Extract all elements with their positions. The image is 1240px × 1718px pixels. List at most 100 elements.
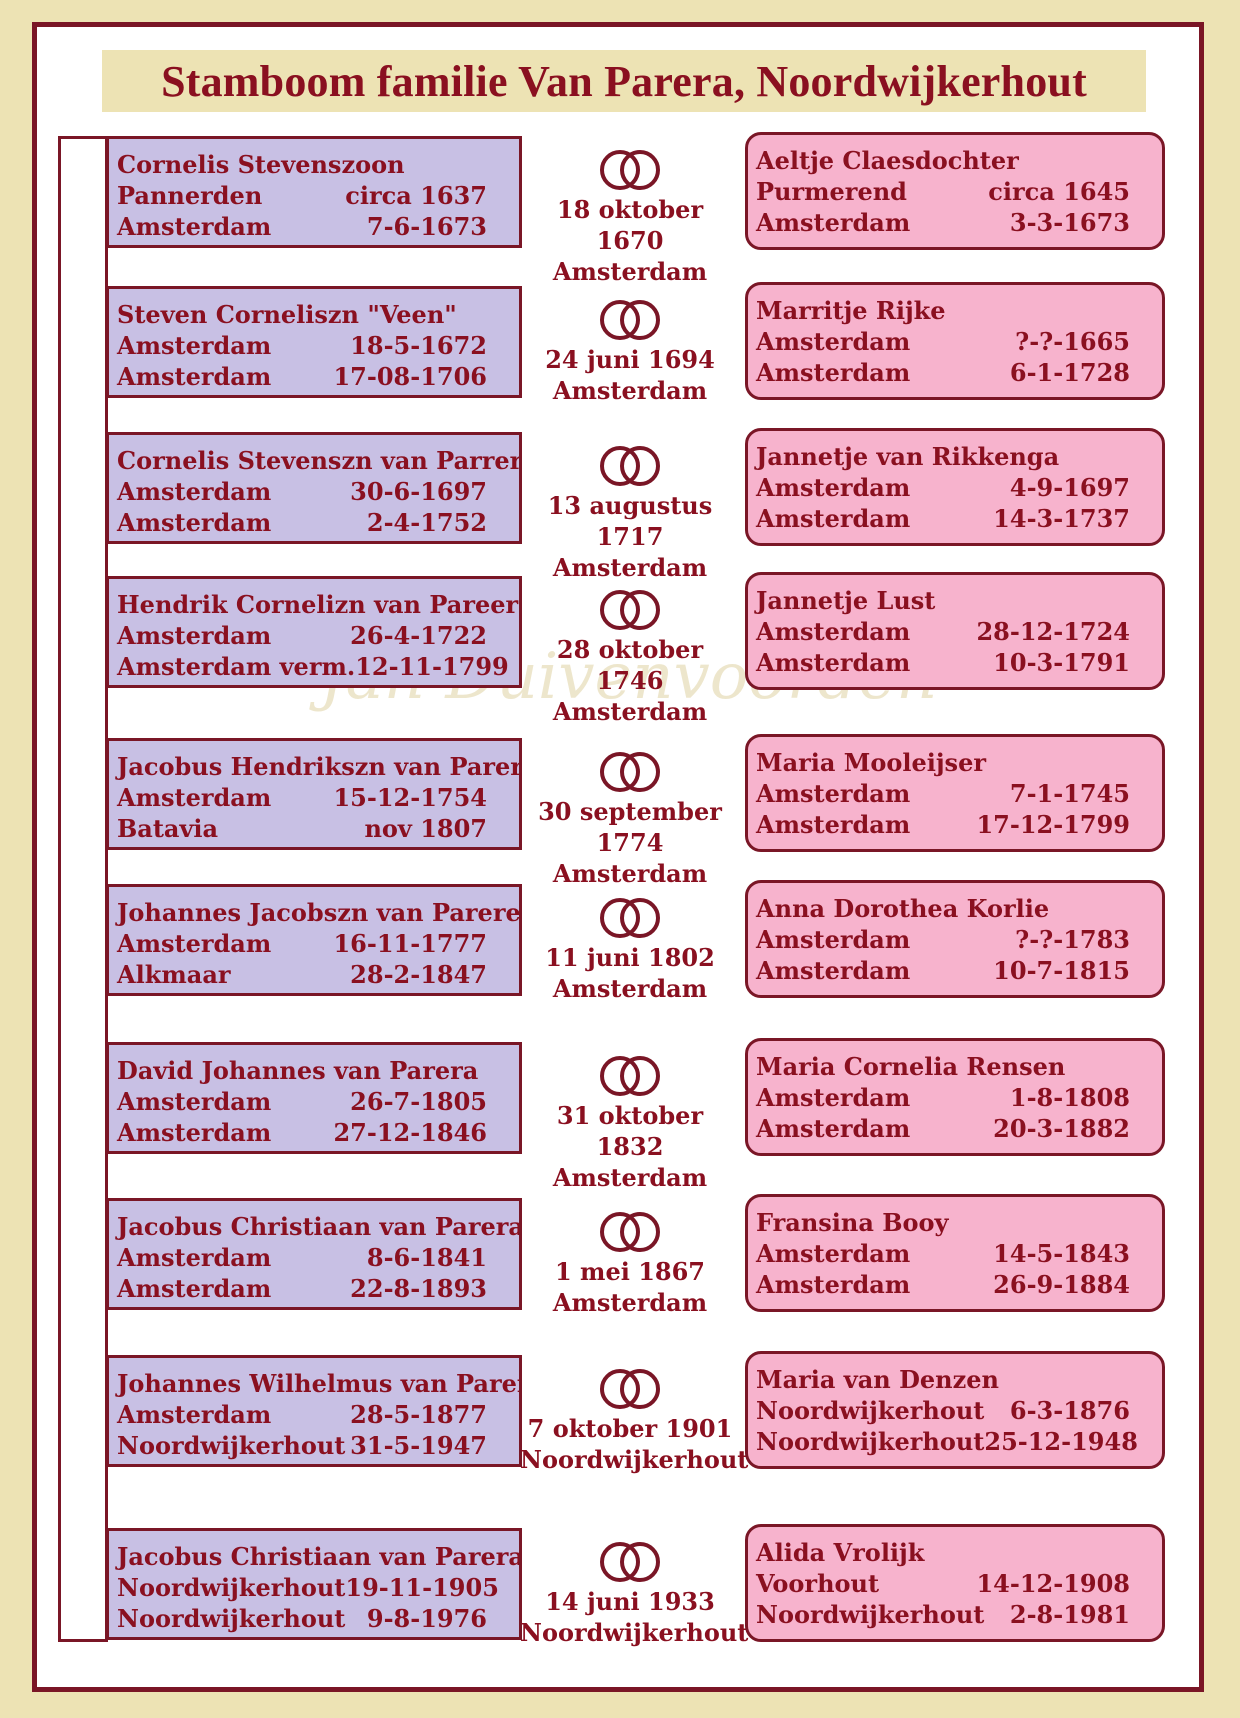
husband-birth-place: Amsterdam [117,1243,272,1272]
husband-card: Jacobus Hendrikszn van Parere Amsterdam 15… [106,738,522,850]
husband-birth-row: Amsterdam 28-5-1877 [117,1399,511,1430]
wife-birth-date: 1-8-1808 [1009,1083,1130,1112]
husband-death-date: 22-8-1893 [350,1274,487,1303]
marriage-date: 13 augustus 1717 [547,491,713,551]
wife-death-date: 25-12-1948 [984,1427,1138,1456]
husband-birth-date: 18-5-1672 [350,331,487,360]
wife-card: Maria van Denzen Noordwijkerhout 6-3-1876 N… [745,1351,1165,1469]
husband-birth-date: 26-7-1805 [350,1087,487,1116]
marriage-place: Amsterdam [552,1288,708,1317]
wife-birth-date: 7-1-1745 [1009,779,1130,808]
wife-birth-row: Amsterdam 1-8-1808 [756,1082,1154,1113]
husband-birth-place: Amsterdam [117,621,272,650]
wife-name: Anna Dorothea Korlie [756,894,1050,923]
husband-card: David Johannes van Parera Amsterdam 26-7-1… [106,1042,522,1154]
husband-death-date: 12-11-1799 [355,652,509,681]
husband-birth-place: Noordwijkerhout [117,1573,346,1602]
husband-card: Hendrik Cornelizn van Pareeren Amsterdam 2… [106,576,522,688]
husband-death-place: Batavia [117,814,219,843]
wife-birth-date: ?-?-1783 [1015,925,1130,954]
wife-card: Aeltje Claesdochter Purmerend circa 1645 Am… [745,132,1165,250]
husband-name: Johannes Wilhelmus van Parera [117,1369,522,1398]
wife-death-place: Amsterdam [756,1270,911,1299]
husband-death-date: nov 1807 [364,814,487,843]
marriage-date: 28 oktober 1746 [556,635,704,695]
marriage-date: 1 mei 1867 [555,1257,705,1286]
husband-death-row: Batavia nov 1807 [117,813,511,844]
husband-death-date: 2-4-1752 [366,508,487,537]
wife-birth-row: Voorhout 14-12-1908 [756,1568,1154,1599]
wife-death-place: Noordwijkerhout [756,1600,985,1629]
wedding-rings-icon [600,1056,660,1096]
marriage-info: 30 september 1774 Amsterdam [520,750,740,889]
marriage-info: 13 augustus 1717 Amsterdam [520,444,740,583]
husband-death-date: 7-6-1673 [366,212,487,241]
wife-death-date: 10-3-1791 [993,648,1130,677]
page-title: Stamboom familie Van Parera, Noordwijker… [161,56,1087,106]
husband-birth-place: Amsterdam [117,1400,272,1429]
wife-card: Anna Dorothea Korlie Amsterdam ?-?-1783 Ams… [745,880,1165,998]
wife-death-date: 20-3-1882 [993,1114,1130,1143]
marriage-date: 14 juni 1933 [545,1587,715,1616]
wife-death-row: Amsterdam 3-3-1673 [756,207,1154,238]
wife-birth-place: Amsterdam [756,1083,911,1112]
wife-death-place: Amsterdam [756,1114,911,1143]
wife-name: Aeltje Claesdochter [756,146,1019,175]
wife-death-date: 3-3-1673 [1009,208,1130,237]
husband-death-date: 9-8-1976 [366,1604,487,1633]
wife-birth-place: Noordwijkerhout [756,1396,985,1425]
wife-birth-place: Purmerend [756,177,907,206]
husband-card: Johannes Wilhelmus van Parera Amsterdam 28… [106,1355,522,1467]
wedding-rings-icon [600,1542,660,1582]
husband-birth-date: 19-11-1905 [345,1573,499,1602]
wife-death-row: Amsterdam 26-9-1884 [756,1269,1154,1300]
wife-birth-place: Amsterdam [756,925,911,954]
husband-name: Jacobus Christiaan van Parera [117,1542,522,1571]
wife-name: Maria Cornelia Rensen [756,1052,1066,1081]
wife-death-place: Amsterdam [756,504,911,533]
husband-birth-place: Amsterdam [117,929,272,958]
husband-death-row: Alkmaar 28-2-1847 [117,959,511,990]
wife-birth-date: 28-12-1724 [976,617,1130,646]
wife-birth-place: Amsterdam [756,1239,911,1268]
husband-birth-row: Amsterdam 26-7-1805 [117,1086,511,1117]
wife-death-place: Noordwijkerhout [756,1427,985,1456]
marriage-date: 30 september 1774 [538,797,722,857]
wife-birth-place: Voorhout [756,1569,880,1598]
marriage-place: Amsterdam [552,553,708,582]
husband-birth-date: circa 1637 [345,181,487,210]
husband-death-date: 28-2-1847 [350,960,487,989]
husband-birth-row: Amsterdam 16-11-1777 [117,928,511,959]
wife-birth-date: 14-12-1908 [976,1569,1130,1598]
wife-birth-place: Amsterdam [756,617,911,646]
marriage-place: Amsterdam [552,974,708,1003]
marriage-place: Amsterdam [552,697,708,726]
wife-death-date: 17-12-1799 [976,810,1130,839]
wife-death-row: Amsterdam 17-12-1799 [756,809,1154,840]
husband-name: Cornelis Stevenszn van Parrera [117,446,522,475]
husband-birth-row: Amsterdam 15-12-1754 [117,782,511,813]
wife-birth-row: Amsterdam 14-5-1843 [756,1238,1154,1269]
wedding-rings-icon [600,898,660,938]
wedding-rings-icon [600,300,660,340]
tree-connector-outer [58,136,61,1642]
husband-name: Jacobus Christiaan van Parera [117,1212,522,1241]
wife-death-place: Amsterdam [756,358,911,387]
husband-card: Jacobus Christiaan van Parera Amsterdam 8-… [106,1198,522,1310]
husband-birth-date: 15-12-1754 [333,783,487,812]
husband-birth-date: 30-6-1697 [350,477,487,506]
husband-death-row: Amsterdam verm. 12-11-1799 [117,651,511,682]
husband-birth-date: 16-11-1777 [333,929,487,958]
wife-death-date: 6-1-1728 [1009,358,1130,387]
husband-death-place: Amsterdam [117,362,272,391]
wife-death-row: Amsterdam 14-3-1737 [756,503,1154,534]
husband-death-place: Amsterdam [117,508,272,537]
husband-name: David Johannes van Parera [117,1056,479,1085]
husband-death-row: Amsterdam 27-12-1846 [117,1117,511,1148]
wife-birth-date: 4-9-1697 [1009,473,1130,502]
husband-birth-row: Amsterdam 26-4-1722 [117,620,511,651]
wife-death-row: Amsterdam 10-7-1815 [756,955,1154,986]
wife-name: Alida Vrolijk [756,1538,925,1567]
wife-death-row: Noordwijkerhout 25-12-1948 [756,1426,1154,1457]
wife-birth-place: Amsterdam [756,473,911,502]
